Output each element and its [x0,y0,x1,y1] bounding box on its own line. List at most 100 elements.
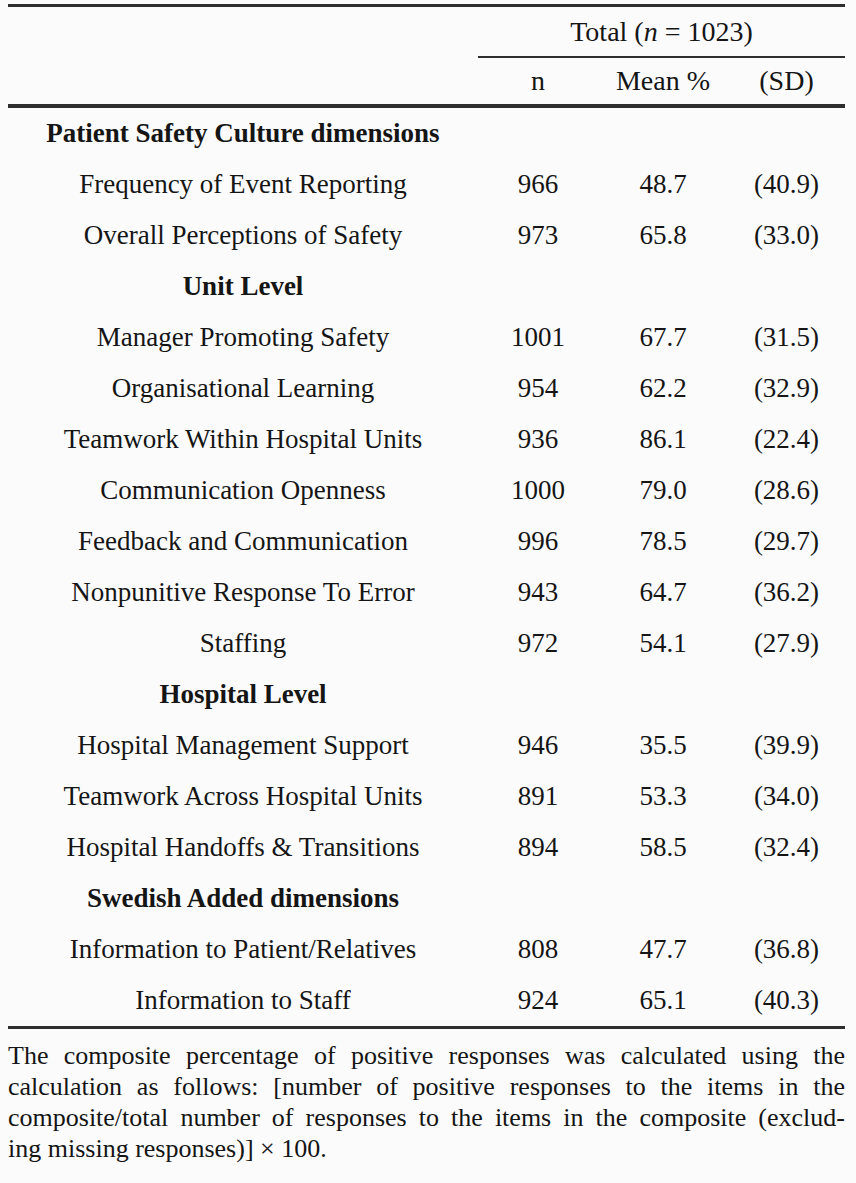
empty-cell [478,108,598,159]
n-value: 943 [478,567,598,618]
n-value: 996 [478,516,598,567]
section-label: Unit Level [8,261,478,312]
empty-cell [478,873,598,924]
n-value: 936 [478,414,598,465]
n-value: 924 [478,975,598,1026]
footnote-line: The composite percentage of positive res… [8,1040,845,1071]
table-row: Organisational Learning 954 62.2 (32.9) [8,363,845,414]
footnote-line: ing missing responses)] × 100. [8,1133,845,1164]
mean-value: 58.5 [598,822,728,873]
dimension-label: Manager Promoting Safety [8,312,478,363]
n-value: 954 [478,363,598,414]
section-row: Swedish Added dimensions [8,873,845,924]
dimension-label: Organisational Learning [8,363,478,414]
empty-cell [598,669,728,720]
dimension-label: Staffing [8,618,478,669]
n-value: 946 [478,720,598,771]
empty-cell [598,108,728,159]
dimension-label: Communication Openness [8,465,478,516]
column-header-sd: (SD) [728,58,845,104]
n-value: 1001 [478,312,598,363]
dimension-label: Teamwork Within Hospital Units [8,414,478,465]
table-row: Nonpunitive Response To Error 943 64.7 (… [8,567,845,618]
table-bottom-rule [8,1026,845,1029]
spanner-prefix: Total ( [570,16,643,48]
mean-value: 47.7 [598,924,728,975]
table-footnote: The composite percentage of positive res… [8,1040,845,1164]
mean-value: 35.5 [598,720,728,771]
sd-value: (32.9) [728,363,845,414]
table-row: Frequency of Event Reporting 966 48.7 (4… [8,159,845,210]
mean-value: 53.3 [598,771,728,822]
results-table-document: Total (n = 1023) n Mean % (SD) Patient S… [0,0,856,1164]
section-label: Patient Safety Culture dimensions [8,108,478,159]
dimension-label: Teamwork Across Hospital Units [8,771,478,822]
mean-value: 65.1 [598,975,728,1026]
empty-cell [728,669,845,720]
table-row: Information to Staff 924 65.1 (40.3) [8,975,845,1026]
table-row: Hospital Handoffs & Transitions 894 58.5… [8,822,845,873]
mean-value: 79.0 [598,465,728,516]
mean-value: 54.1 [598,618,728,669]
n-value: 894 [478,822,598,873]
dimension-label: Overall Perceptions of Safety [8,210,478,261]
sd-value: (40.9) [728,159,845,210]
sd-value: (36.8) [728,924,845,975]
table-row: Manager Promoting Safety 1001 67.7 (31.5… [8,312,845,363]
empty-cell [728,873,845,924]
dimension-label: Nonpunitive Response To Error [8,567,478,618]
empty-cell [598,873,728,924]
dimension-label: Information to Patient/Relatives [8,924,478,975]
section-row: Unit Level [8,261,845,312]
section-label: Hospital Level [8,669,478,720]
spanner-suffix: = 1023) [658,16,753,48]
dimension-label: Feedback and Communication [8,516,478,567]
sd-value: (28.6) [728,465,845,516]
empty-cell [478,669,598,720]
sd-value: (39.9) [728,720,845,771]
dimension-label: Hospital Handoffs & Transitions [8,822,478,873]
empty-cell [478,261,598,312]
mean-value: 78.5 [598,516,728,567]
table-row: Teamwork Across Hospital Units 891 53.3 … [8,771,845,822]
table-row: Overall Perceptions of Safety 973 65.8 (… [8,210,845,261]
table-row: Hospital Management Support 946 35.5 (39… [8,720,845,771]
total-spanner-header: Total (n = 1023) [478,7,845,58]
empty-header-cell [8,58,478,104]
empty-cell [728,108,845,159]
sd-value: (33.0) [728,210,845,261]
spanner-n-italic: n [644,16,658,48]
n-value: 966 [478,159,598,210]
mean-value: 67.7 [598,312,728,363]
table-row: Communication Openness 1000 79.0 (28.6) [8,465,845,516]
sd-value: (27.9) [728,618,845,669]
section-row: Patient Safety Culture dimensions [8,108,845,159]
n-value: 973 [478,210,598,261]
dimension-label: Hospital Management Support [8,720,478,771]
sd-value: (31.5) [728,312,845,363]
sd-value: (34.0) [728,771,845,822]
n-value: 891 [478,771,598,822]
sd-value: (32.4) [728,822,845,873]
sd-value: (40.3) [728,975,845,1026]
section-label: Swedish Added dimensions [8,873,478,924]
n-value: 808 [478,924,598,975]
spanner-header-row: Total (n = 1023) [8,7,845,58]
table-row: Feedback and Communication 996 78.5 (29.… [8,516,845,567]
column-header-row: n Mean % (SD) [8,58,845,104]
mean-value: 86.1 [598,414,728,465]
empty-cell [598,261,728,312]
mean-value: 62.2 [598,363,728,414]
sd-value: (22.4) [728,414,845,465]
footnote-line: calculation as follows: [number of posit… [8,1071,845,1102]
mean-value: 48.7 [598,159,728,210]
table-row: Staffing 972 54.1 (27.9) [8,618,845,669]
footnote-line: composite/total number of responses to t… [8,1102,845,1133]
mean-value: 65.8 [598,210,728,261]
table-row: Teamwork Within Hospital Units 936 86.1 … [8,414,845,465]
empty-cell [728,261,845,312]
mean-value: 64.7 [598,567,728,618]
table-row: Information to Patient/Relatives 808 47.… [8,924,845,975]
column-header-mean: Mean % [598,58,728,104]
sd-value: (29.7) [728,516,845,567]
